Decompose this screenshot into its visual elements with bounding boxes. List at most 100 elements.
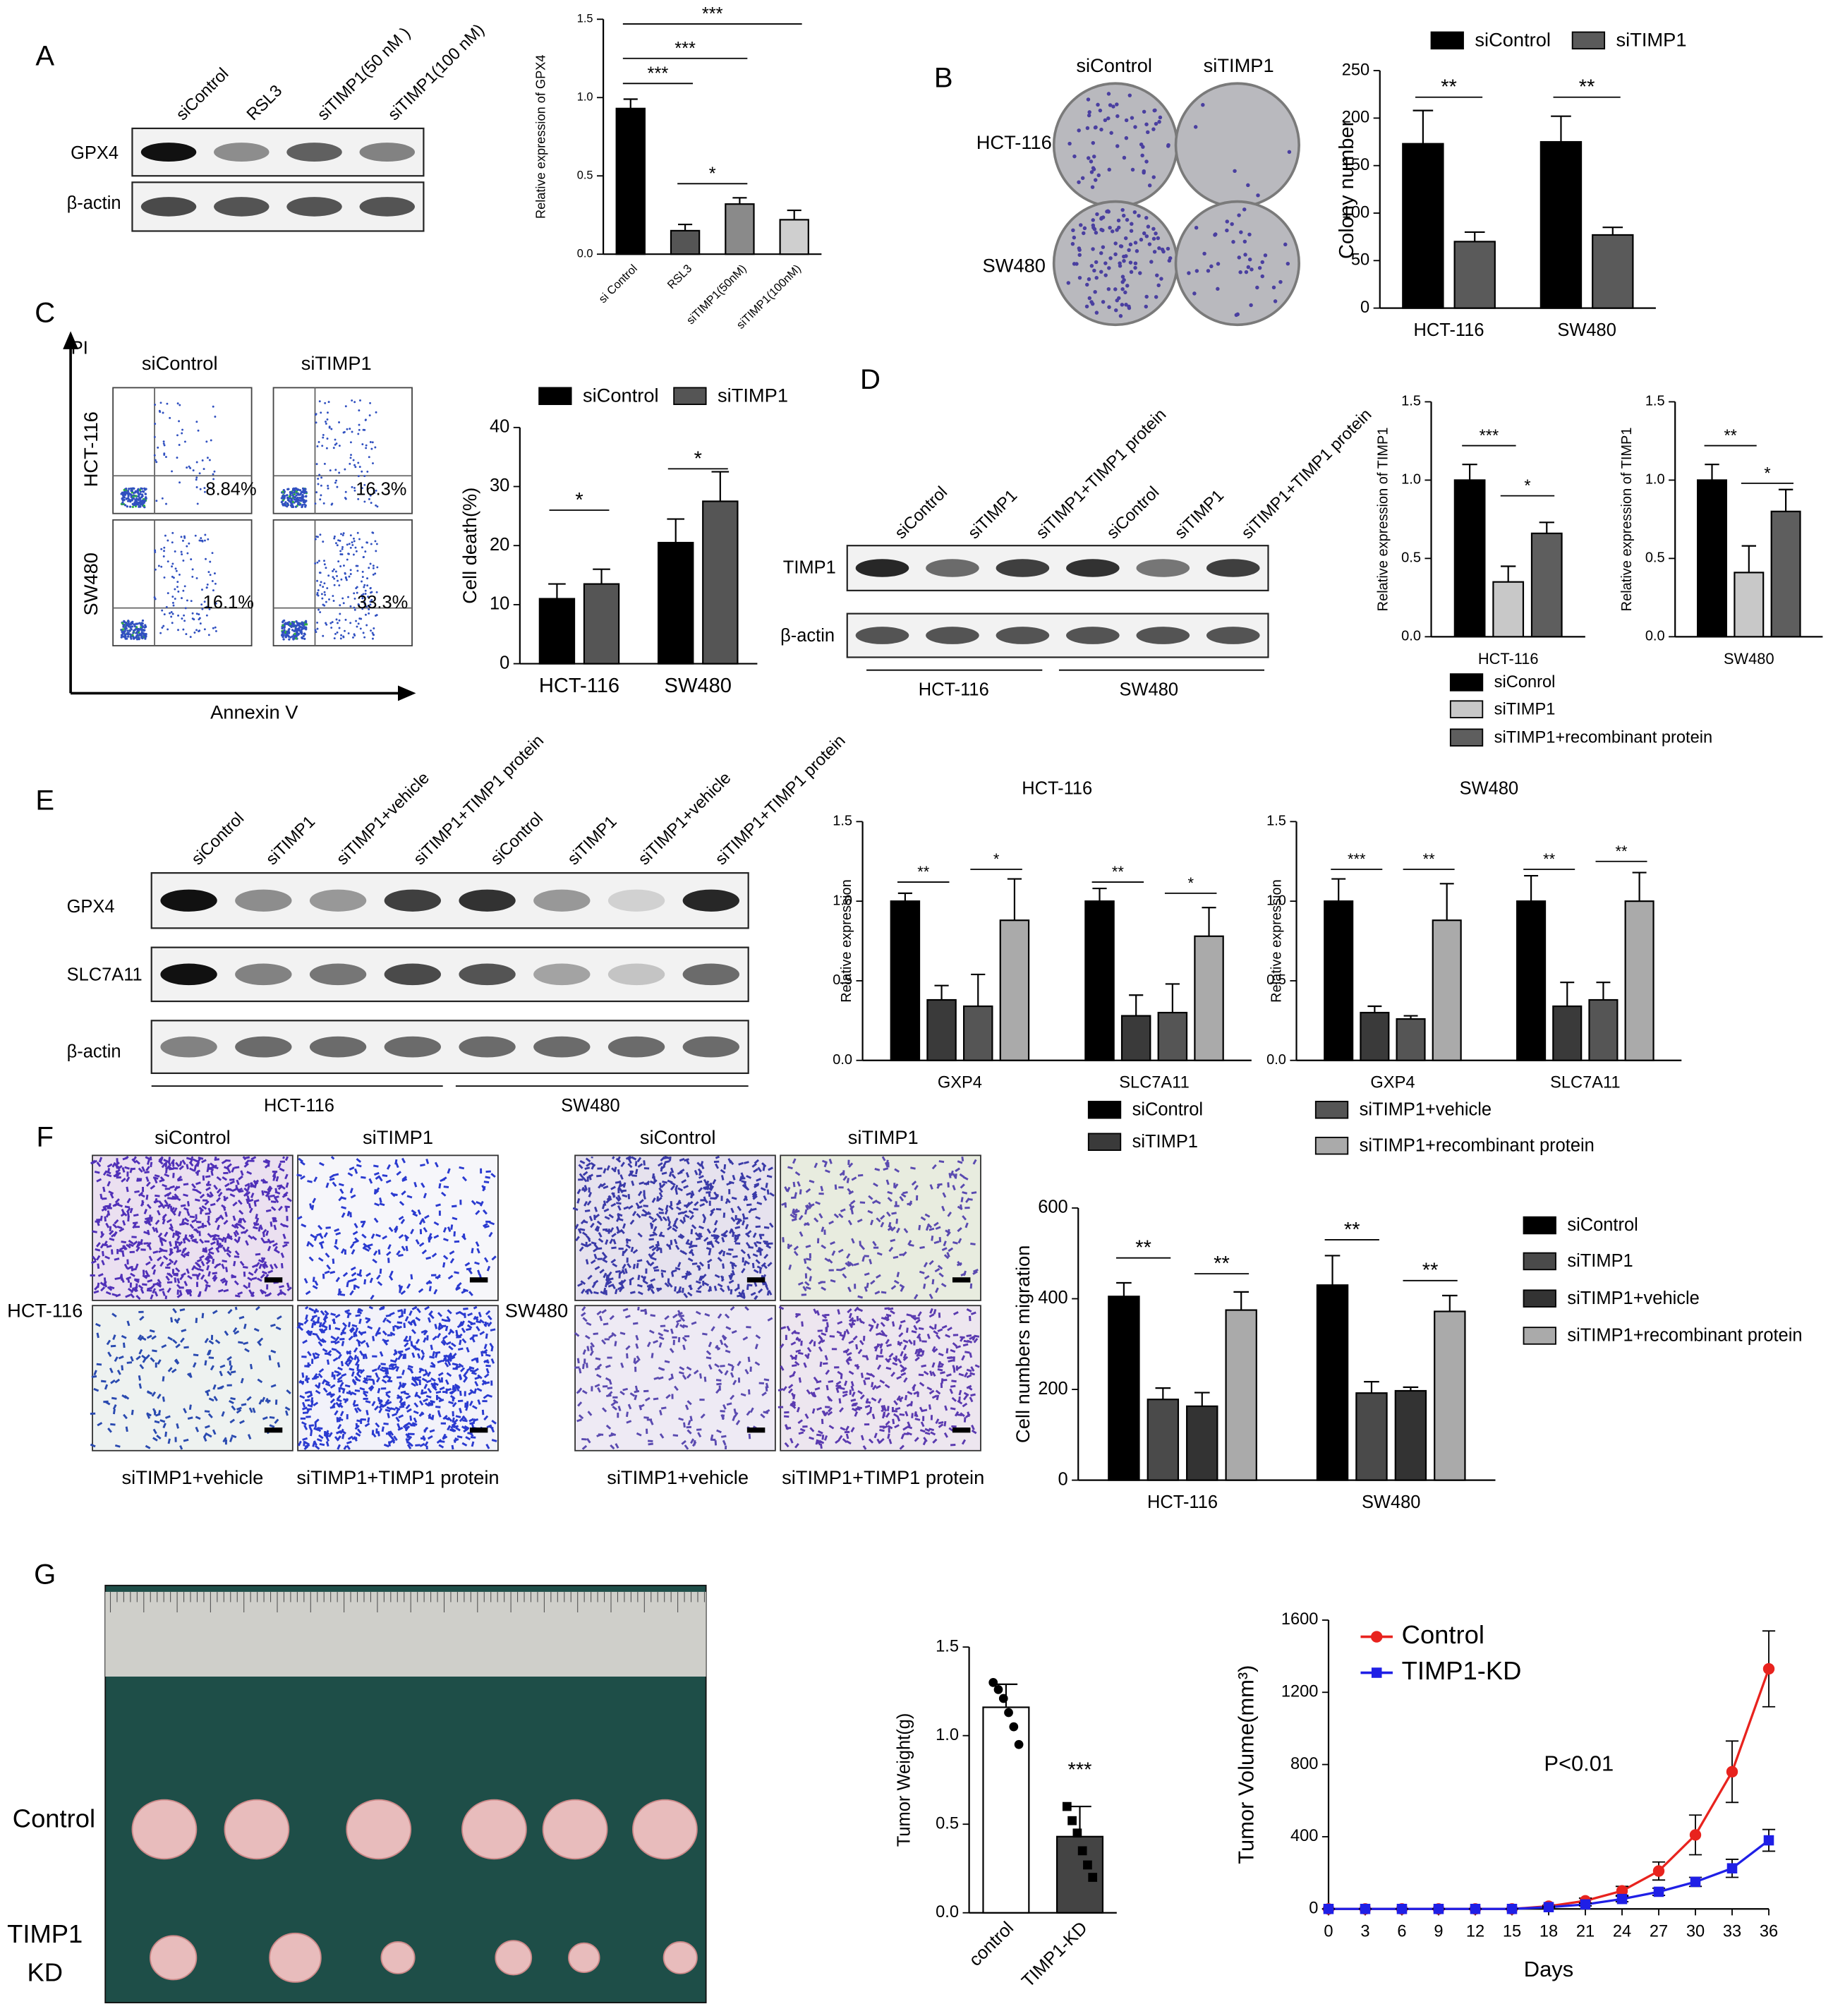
cell xyxy=(338,1183,344,1187)
cell xyxy=(401,1370,405,1375)
cell xyxy=(262,1160,269,1164)
cell xyxy=(373,1171,380,1176)
event xyxy=(342,565,345,567)
cell xyxy=(629,1291,636,1294)
cell xyxy=(147,1279,153,1283)
event xyxy=(214,416,217,418)
cell xyxy=(615,1269,621,1273)
scale-bar xyxy=(264,1428,283,1433)
cell xyxy=(146,1221,152,1226)
event xyxy=(178,444,181,446)
cell xyxy=(145,1261,151,1266)
event xyxy=(202,468,205,471)
event xyxy=(323,563,326,566)
event xyxy=(170,615,173,618)
event xyxy=(195,421,198,423)
panel-label: C xyxy=(35,297,55,328)
cell xyxy=(632,1322,639,1325)
event xyxy=(371,637,374,640)
cell xyxy=(331,1372,334,1377)
cell xyxy=(696,1180,703,1184)
event xyxy=(317,440,320,443)
cell xyxy=(664,1360,670,1363)
cell xyxy=(699,1373,702,1379)
cell xyxy=(270,1264,274,1270)
event xyxy=(186,545,188,548)
cell xyxy=(159,1176,165,1182)
event xyxy=(143,504,145,507)
cell xyxy=(130,1272,135,1277)
cell xyxy=(128,1243,134,1248)
cell xyxy=(201,1159,207,1164)
event xyxy=(177,629,179,632)
cell xyxy=(248,1202,252,1209)
cell xyxy=(464,1262,471,1267)
cell xyxy=(231,1405,236,1411)
cell xyxy=(142,1283,147,1286)
event xyxy=(182,539,184,542)
cell xyxy=(96,1242,101,1248)
cell xyxy=(212,1276,218,1282)
blot-band xyxy=(607,889,665,912)
colony xyxy=(1091,140,1096,145)
cell xyxy=(257,1341,262,1346)
cell xyxy=(140,1336,147,1341)
event xyxy=(145,497,147,500)
cell xyxy=(93,1290,99,1294)
event xyxy=(121,501,124,504)
cell xyxy=(300,1161,306,1166)
blot xyxy=(846,545,1269,591)
cell xyxy=(216,1188,222,1194)
event xyxy=(199,488,202,490)
cell xyxy=(947,1182,950,1188)
cell xyxy=(253,1221,259,1226)
cell xyxy=(195,1181,201,1185)
cell xyxy=(170,1317,174,1323)
cell xyxy=(207,1247,214,1252)
cell xyxy=(188,1372,193,1378)
event xyxy=(214,626,217,629)
cell xyxy=(440,1178,446,1183)
cell xyxy=(261,1289,267,1294)
event xyxy=(138,505,141,507)
colony xyxy=(1257,265,1262,270)
cell xyxy=(255,1214,258,1219)
event xyxy=(295,624,298,628)
event xyxy=(353,608,356,611)
cell xyxy=(173,1245,179,1250)
event xyxy=(130,628,133,631)
event xyxy=(326,418,329,421)
cell xyxy=(435,1203,441,1207)
cell xyxy=(708,1250,712,1256)
cell xyxy=(387,1244,392,1250)
event xyxy=(354,466,357,469)
cell xyxy=(591,1241,597,1245)
cell xyxy=(670,1328,674,1334)
cell xyxy=(435,1390,442,1394)
cell xyxy=(117,1165,123,1170)
cell xyxy=(380,1363,386,1365)
cell xyxy=(122,1220,126,1226)
cell xyxy=(129,1167,133,1173)
event xyxy=(141,619,145,622)
event xyxy=(344,618,347,621)
cell xyxy=(794,1213,797,1219)
colony xyxy=(1278,279,1283,284)
event xyxy=(369,494,372,497)
event xyxy=(157,565,160,567)
cell xyxy=(702,1217,706,1224)
cell xyxy=(636,1262,639,1269)
cell xyxy=(234,1230,240,1236)
event xyxy=(333,637,336,640)
event xyxy=(304,505,307,508)
cell xyxy=(296,1215,303,1220)
cell xyxy=(242,1156,247,1161)
flow-plot xyxy=(112,519,253,647)
cell xyxy=(214,1217,220,1224)
cell xyxy=(401,1190,406,1196)
colony xyxy=(1249,303,1253,308)
cell xyxy=(732,1255,738,1258)
cell xyxy=(244,1348,250,1353)
cell xyxy=(341,1206,346,1209)
row-label: GPX4 xyxy=(67,897,115,917)
